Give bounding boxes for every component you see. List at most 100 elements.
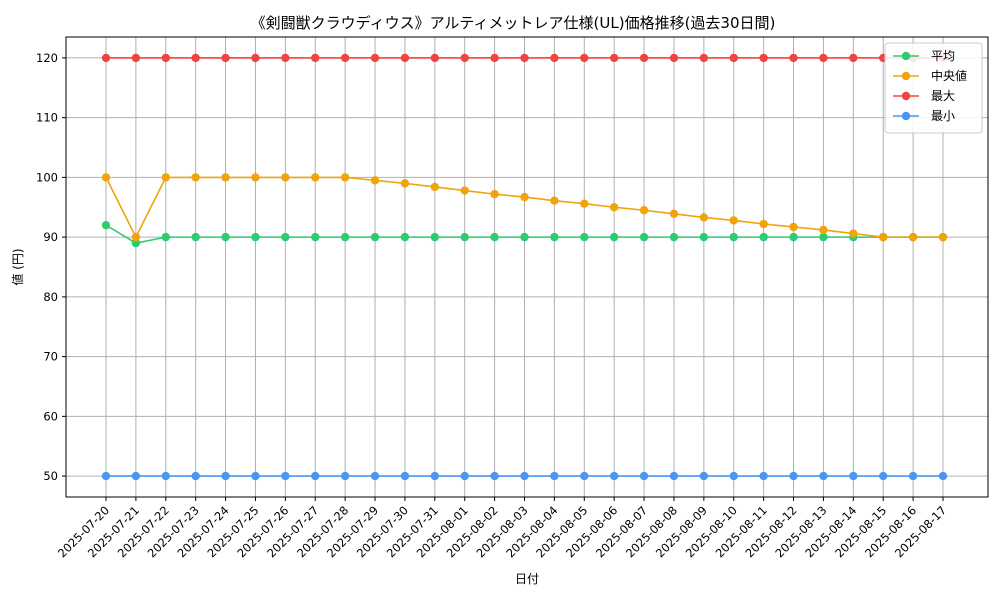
data-point bbox=[131, 53, 141, 63]
data-point bbox=[759, 53, 768, 63]
data-point bbox=[400, 179, 410, 188]
y-tick-label: 120 bbox=[36, 51, 58, 65]
data-point bbox=[370, 176, 380, 185]
data-point bbox=[699, 53, 709, 63]
legend-swatch-marker bbox=[901, 51, 911, 61]
data-point bbox=[251, 173, 260, 182]
data-point bbox=[340, 471, 350, 481]
data-point bbox=[430, 232, 440, 242]
legend-swatch-marker bbox=[901, 91, 911, 101]
legend-label: 平均 bbox=[931, 49, 955, 63]
data-point bbox=[370, 53, 380, 63]
data-point bbox=[879, 232, 888, 242]
data-point bbox=[669, 209, 679, 219]
data-point bbox=[759, 232, 768, 242]
y-axis-label: 値 (円) bbox=[10, 248, 25, 285]
grid-lines bbox=[66, 37, 988, 497]
data-point bbox=[520, 471, 529, 481]
y-tick-label: 60 bbox=[43, 409, 58, 423]
data-point bbox=[908, 232, 918, 242]
data-point bbox=[849, 53, 858, 63]
data-point bbox=[938, 232, 948, 242]
data-point bbox=[759, 219, 768, 229]
data-point bbox=[400, 471, 410, 481]
data-point bbox=[221, 53, 230, 63]
data-point bbox=[191, 173, 200, 182]
data-point bbox=[101, 53, 111, 63]
data-point bbox=[281, 471, 290, 481]
data-point bbox=[131, 238, 141, 248]
data-point bbox=[669, 232, 679, 242]
data-point bbox=[430, 471, 440, 481]
data-point bbox=[669, 471, 679, 481]
data-point bbox=[789, 53, 798, 63]
data-point bbox=[580, 199, 589, 208]
data-point bbox=[520, 192, 529, 202]
y-tick-label: 110 bbox=[36, 111, 58, 125]
series-group bbox=[101, 53, 948, 481]
legend-label: 中央値 bbox=[931, 68, 967, 83]
data-point bbox=[849, 229, 858, 238]
data-point bbox=[490, 53, 499, 63]
data-point bbox=[490, 471, 499, 481]
data-point bbox=[251, 471, 260, 481]
data-point bbox=[101, 173, 111, 182]
data-point bbox=[460, 232, 469, 242]
data-point bbox=[251, 53, 260, 63]
chart-title: 《剣闘獣クラウディウス》アルティメットレア仕様(UL)価格推移(過去30日間) bbox=[251, 14, 776, 32]
y-axis-ticks: 50 60 70 80 90 100 110 120 bbox=[36, 51, 66, 483]
data-point bbox=[400, 232, 410, 242]
data-point bbox=[460, 186, 469, 195]
data-point bbox=[131, 232, 141, 242]
data-point bbox=[609, 53, 619, 63]
data-point bbox=[161, 232, 170, 242]
data-point bbox=[101, 471, 111, 481]
data-point bbox=[550, 232, 559, 242]
data-point bbox=[430, 182, 440, 192]
data-point bbox=[281, 53, 290, 63]
data-point bbox=[191, 471, 200, 481]
data-point bbox=[221, 471, 230, 481]
data-point bbox=[161, 53, 170, 63]
data-point bbox=[221, 173, 230, 182]
legend-label: 最小 bbox=[931, 109, 955, 123]
data-point bbox=[639, 53, 649, 63]
data-point bbox=[699, 213, 709, 222]
legend-label: 最大 bbox=[931, 89, 955, 103]
data-point bbox=[908, 471, 918, 481]
legend-swatch-marker bbox=[901, 111, 911, 121]
data-point bbox=[161, 173, 170, 182]
data-point bbox=[819, 232, 828, 242]
data-point bbox=[281, 232, 290, 242]
y-tick-label: 90 bbox=[43, 230, 58, 244]
data-point bbox=[699, 471, 709, 481]
data-point bbox=[460, 471, 469, 481]
series-2 bbox=[101, 173, 948, 242]
data-point bbox=[550, 196, 559, 205]
data-point bbox=[370, 232, 380, 242]
data-point bbox=[311, 53, 320, 63]
data-point bbox=[938, 471, 948, 481]
series-4 bbox=[101, 471, 948, 481]
data-point bbox=[580, 232, 589, 242]
data-point bbox=[759, 471, 768, 481]
data-point bbox=[131, 471, 141, 481]
data-point bbox=[460, 53, 469, 63]
data-point bbox=[729, 232, 738, 242]
data-point bbox=[340, 173, 350, 182]
data-point bbox=[609, 203, 619, 212]
data-point bbox=[430, 53, 440, 63]
data-point bbox=[729, 471, 738, 481]
plot-area-frame bbox=[65, 36, 989, 498]
y-tick-label: 50 bbox=[43, 469, 58, 483]
legend-box bbox=[884, 42, 983, 134]
y-tick-label: 70 bbox=[43, 350, 58, 364]
data-point bbox=[340, 53, 350, 63]
data-point bbox=[729, 53, 738, 63]
data-point bbox=[789, 222, 798, 232]
data-point bbox=[639, 471, 649, 481]
data-point bbox=[819, 53, 828, 63]
data-point bbox=[819, 225, 828, 235]
